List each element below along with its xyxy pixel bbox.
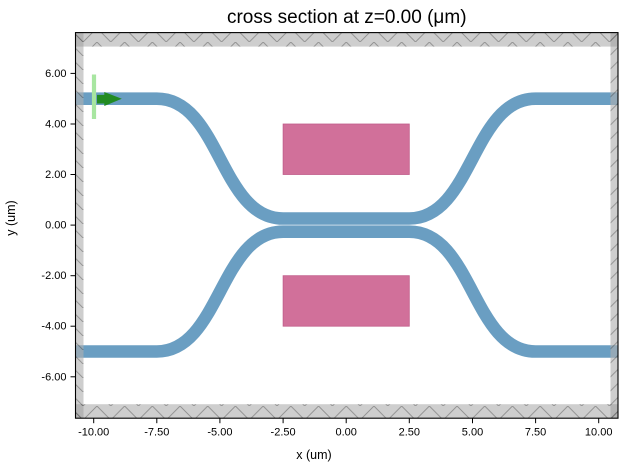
svg-text:-2.00: -2.00: [41, 270, 66, 282]
svg-text:0.00: 0.00: [45, 220, 66, 232]
svg-text:-2.50: -2.50: [271, 427, 296, 439]
svg-text:-10.00: -10.00: [78, 427, 109, 439]
svg-text:4.00: 4.00: [45, 119, 66, 131]
svg-text:-5.00: -5.00: [207, 427, 232, 439]
svg-text:0.00: 0.00: [335, 427, 356, 439]
svg-text:7.50: 7.50: [525, 427, 546, 439]
svg-text:-4.00: -4.00: [41, 321, 66, 333]
svg-text:6.00: 6.00: [45, 68, 66, 80]
svg-text:5.00: 5.00: [462, 427, 483, 439]
svg-text:10.00: 10.00: [585, 427, 613, 439]
svg-text:2.00: 2.00: [45, 169, 66, 181]
svg-text:-7.50: -7.50: [144, 427, 169, 439]
svg-text:-6.00: -6.00: [41, 371, 66, 383]
svg-text:2.50: 2.50: [399, 427, 420, 439]
